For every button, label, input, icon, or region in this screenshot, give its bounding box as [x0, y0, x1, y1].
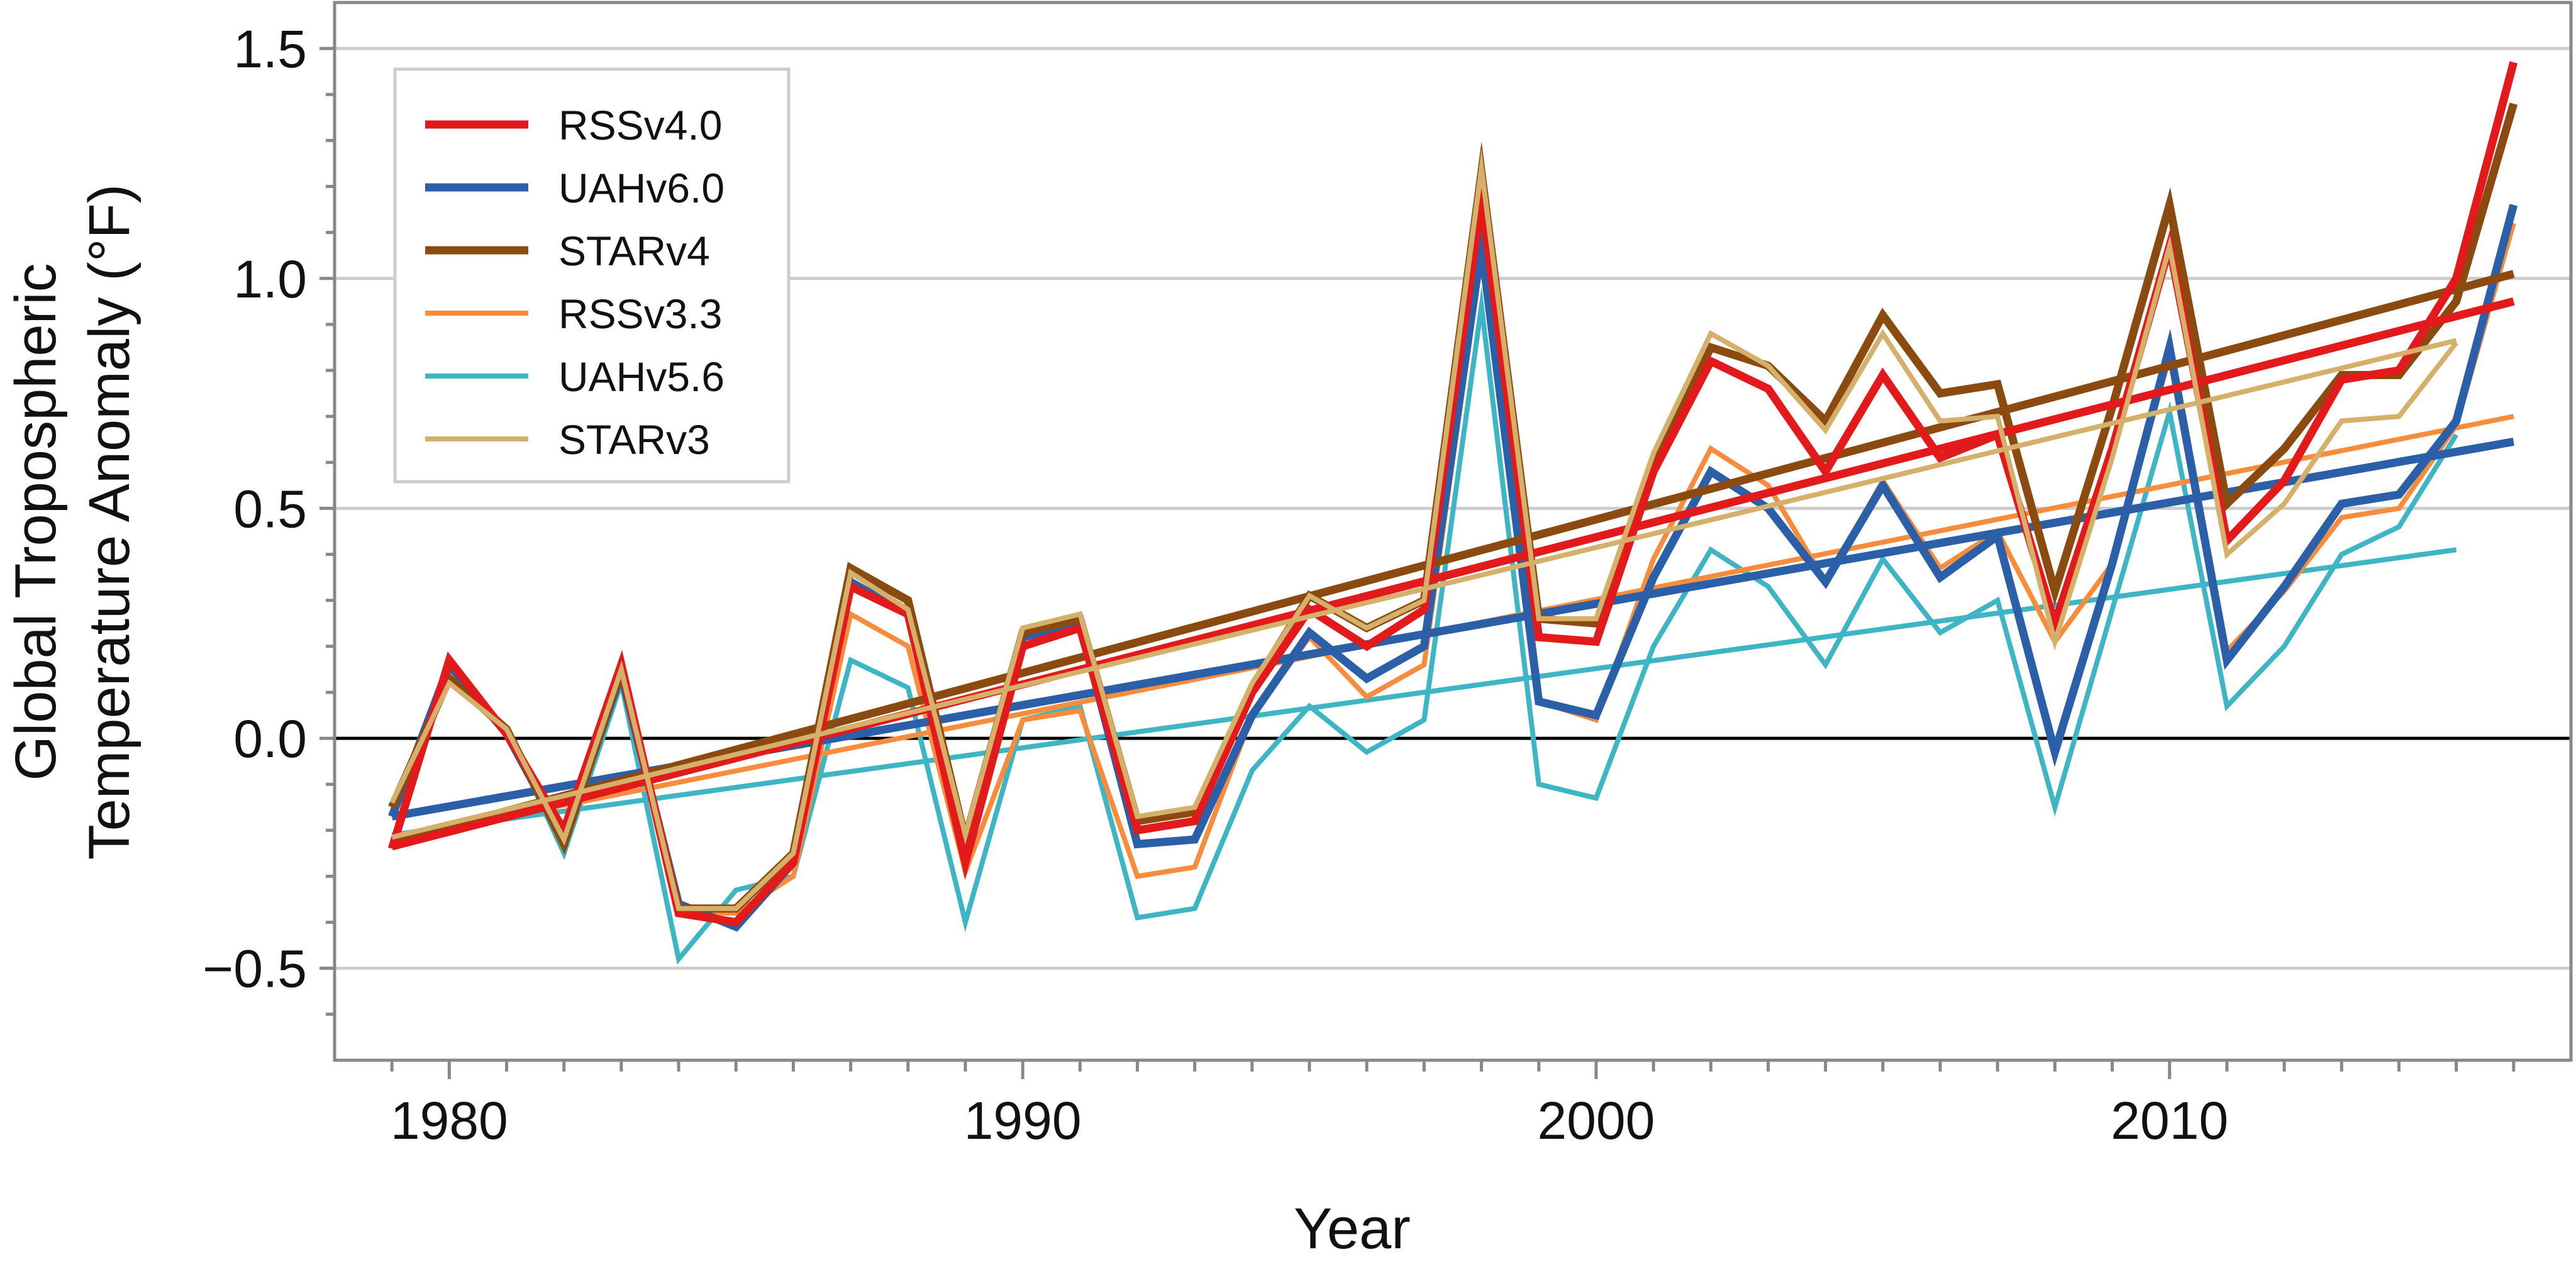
y-tick-label: 1.0: [233, 250, 307, 309]
legend-item: RSSv3.3: [425, 291, 722, 337]
series-line: [389, 148, 2458, 911]
legend-item: UAHv5.6: [425, 353, 724, 400]
y-tick-label: −0.5: [203, 939, 307, 999]
series-uahv5-6: [389, 286, 2458, 965]
legend-label: STARv4: [558, 228, 710, 274]
x-tick-label: 1980: [391, 1091, 508, 1150]
legend: RSSv4.0 UAHv6.0 STARv4 RSSv3.3 UAHv5.6 STARv3: [393, 67, 791, 484]
x-tick-label: 1990: [964, 1091, 1082, 1150]
legend-item: UAHv6.0: [425, 165, 724, 211]
legend-label: RSSv3.3: [558, 291, 722, 337]
x-axis-ticks: 1980 1990 2000 2010: [390, 1060, 2516, 1150]
legend-label: UAHv6.0: [558, 165, 724, 211]
legend-box: [393, 67, 791, 484]
y-tick-label: 0.0: [233, 709, 307, 768]
series-layer: [387, 61, 2518, 965]
legend-label: UAHv5.6: [558, 353, 724, 400]
trend-line: [391, 270, 2515, 846]
x-tick-label: 2000: [1538, 1091, 1655, 1150]
legend-item: RSSv4.0: [425, 102, 722, 148]
legend-label: RSSv4.0: [558, 102, 722, 148]
y-tick-label: 1.5: [233, 19, 307, 79]
series-line: [389, 286, 2458, 965]
plot-frame: [333, 1, 2573, 1062]
trend-line: [391, 547, 2457, 838]
legend-items: RSSv4.0 UAHv6.0 STARv4 RSSv3.3 UAHv5.6 STARv3: [425, 102, 724, 463]
x-axis-title: Year: [1294, 1197, 1411, 1261]
trend-line: [391, 297, 2515, 851]
y-tick-label: 0.5: [233, 479, 307, 538]
y-axis-title-line-1: Global Tropospheric: [4, 263, 68, 780]
legend-item: STARv3: [425, 416, 710, 463]
x-tick-label: 2010: [2111, 1091, 2228, 1150]
y-axis-title-line-2: Temperature Anomaly (°F): [77, 184, 142, 860]
trend-line: [391, 338, 2457, 840]
legend-item: STARv4: [425, 228, 710, 274]
series-starv3: [389, 148, 2458, 911]
y-axis-ticks: 1.5 1.0 0.5 0.0 −0.5: [203, 19, 335, 1016]
legend-label: STARv3: [558, 416, 710, 463]
